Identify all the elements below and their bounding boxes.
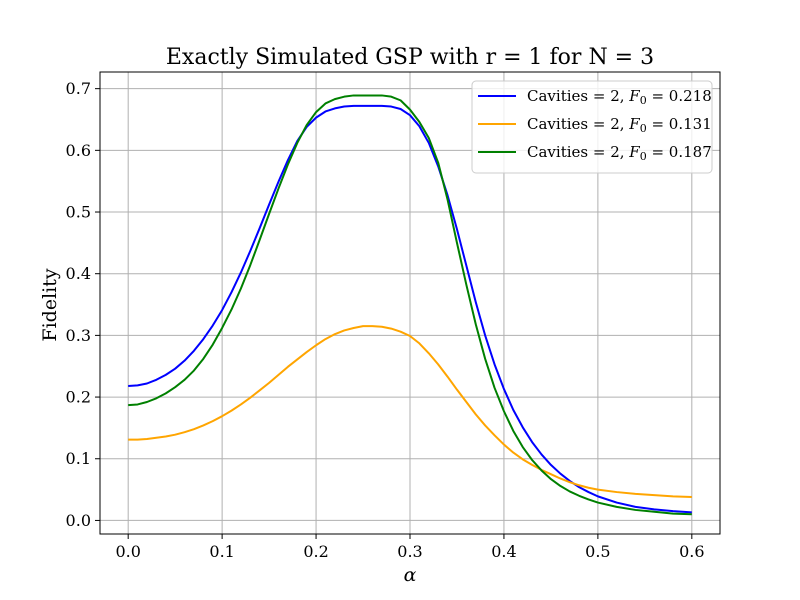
series-line-3 bbox=[128, 94, 692, 516]
y-tick-label: 0.4 bbox=[66, 264, 91, 283]
x-axis-label: α bbox=[404, 564, 417, 586]
y-tick-label: 0.0 bbox=[66, 511, 91, 530]
y-tick-label: 0.5 bbox=[66, 203, 91, 222]
y-axis-label: Fidelity bbox=[39, 268, 61, 341]
chart-title: Exactly Simulated GSP with r = 1 for N =… bbox=[166, 45, 654, 70]
legend-label-2: Cavities = 2, F0 = 0.131 bbox=[527, 115, 712, 135]
y-tick-label: 0.3 bbox=[66, 326, 91, 345]
x-tick-label: 0.4 bbox=[491, 542, 516, 561]
legend-box bbox=[471, 80, 713, 174]
legend: Cavities = 2, F0 = 0.218 Cavities = 2, F0… bbox=[471, 80, 713, 174]
series-line-2 bbox=[128, 325, 692, 498]
axes: 0.0 0.1 0.2 0.3 0.4 0.5 0.6 0.0 0.1 0.2 0.3 0.4 0.5 0… bbox=[66, 71, 721, 561]
x-tick-label: 0.5 bbox=[585, 542, 610, 561]
x-tick-label: 0.0 bbox=[115, 542, 140, 561]
series-line-1 bbox=[128, 104, 692, 514]
y-tick-label: 0.2 bbox=[66, 388, 91, 407]
y-tick-label: 0.7 bbox=[66, 79, 91, 98]
x-tick-label: 0.1 bbox=[209, 542, 234, 561]
series-lines bbox=[128, 94, 692, 516]
x-tick-label: 0.3 bbox=[397, 542, 422, 561]
x-tick-label: 0.6 bbox=[679, 542, 704, 561]
y-tick-label: 0.1 bbox=[66, 449, 91, 468]
legend-label-3: Cavities = 2, F0 = 0.187 bbox=[527, 143, 712, 163]
legend-label-1: Cavities = 2, F0 = 0.218 bbox=[527, 87, 712, 107]
y-tick-label: 0.6 bbox=[66, 141, 91, 160]
x-tick-label: 0.2 bbox=[303, 542, 328, 561]
